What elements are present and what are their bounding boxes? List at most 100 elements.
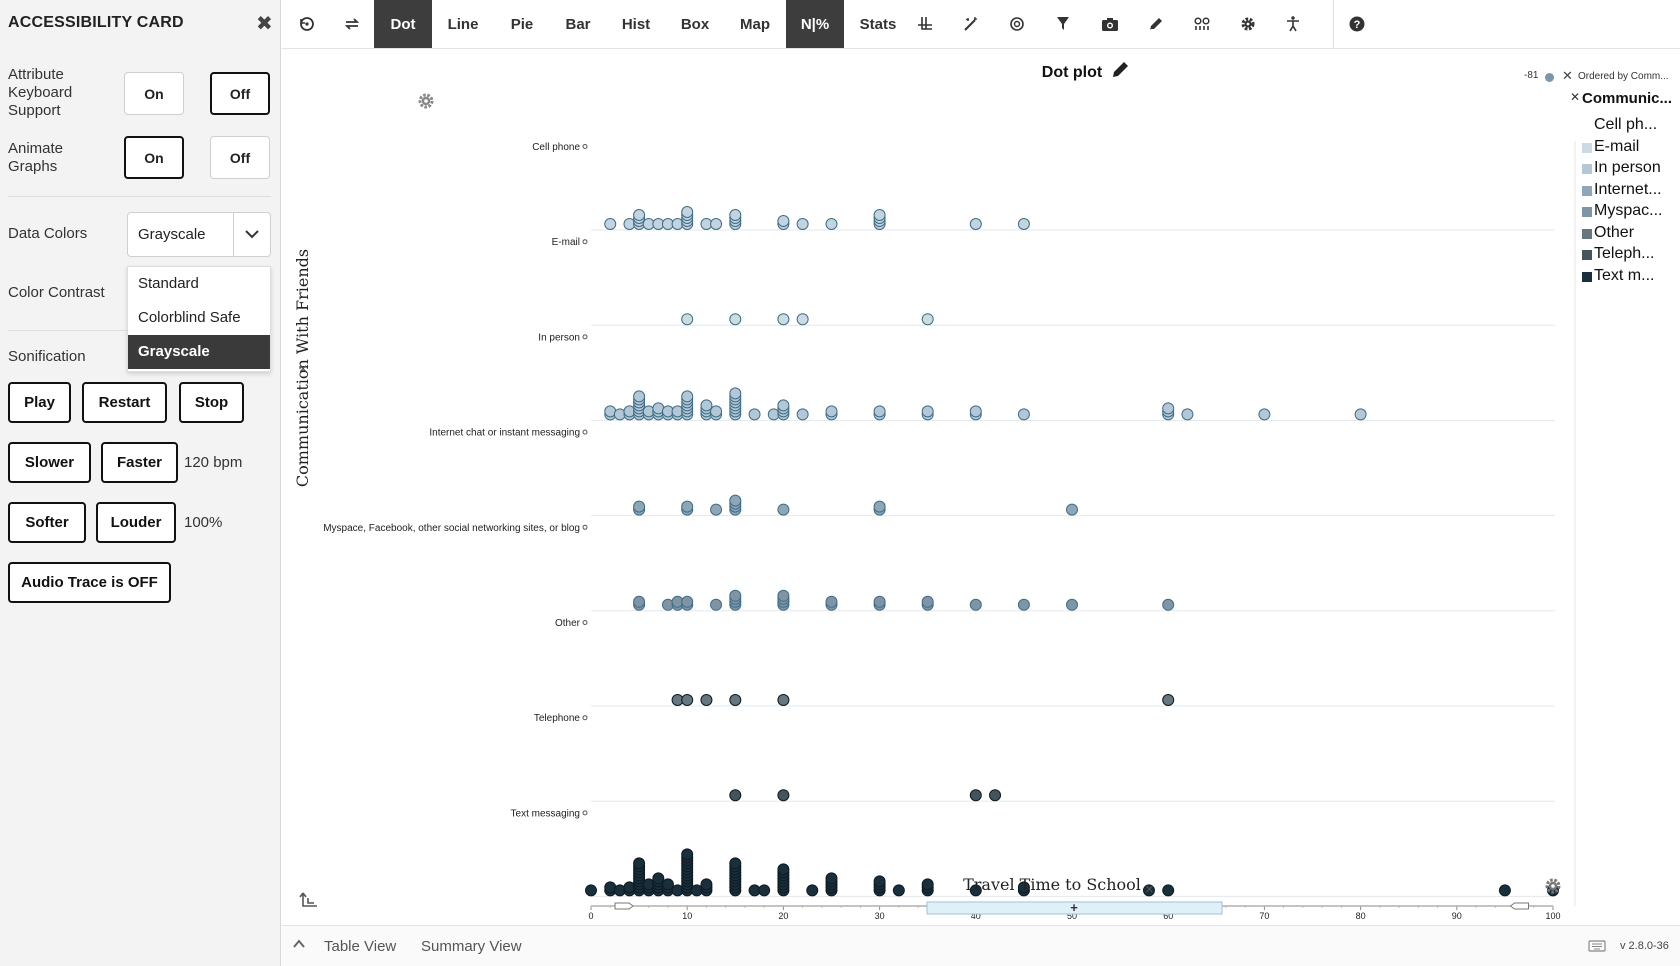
y-axis-remove-icon[interactable]: × — [295, 364, 312, 373]
data-point[interactable] — [729, 589, 742, 602]
data-point[interactable] — [633, 500, 646, 513]
data-point[interactable] — [1162, 402, 1175, 415]
axis-settings-icon[interactable] — [1545, 878, 1561, 894]
data-point[interactable] — [873, 500, 886, 513]
softer-button[interactable]: Softer — [8, 502, 86, 543]
data-point[interactable] — [873, 209, 886, 221]
undo-icon[interactable] — [292, 0, 322, 48]
data-point[interactable] — [969, 789, 982, 802]
legend-title[interactable]: Communic... — [1582, 90, 1673, 107]
data-point[interactable] — [1181, 408, 1194, 421]
legend-item[interactable]: In person — [1594, 159, 1661, 176]
add-attribute-plus[interactable]: + — [1070, 900, 1078, 915]
category-label[interactable]: Telephone — [534, 713, 581, 724]
legend-item[interactable]: E-mail — [1594, 137, 1640, 155]
data-point[interactable] — [777, 789, 790, 802]
data-point[interactable] — [700, 694, 713, 706]
data-point[interactable] — [921, 595, 934, 608]
table-view-tab[interactable]: Table View — [324, 938, 397, 955]
data-point[interactable] — [681, 848, 694, 861]
pencil-icon[interactable] — [1141, 0, 1171, 48]
legend-swatch[interactable] — [1582, 250, 1592, 260]
faster-button[interactable]: Faster — [101, 442, 178, 483]
pencil-icon[interactable] — [1113, 62, 1128, 77]
tab-line[interactable]: Line — [447, 15, 479, 33]
data-point[interactable] — [700, 878, 713, 891]
x-axis-remove-icon[interactable]: × — [1145, 881, 1154, 898]
audio-trace-button[interactable]: Audio Trace is OFF — [8, 562, 171, 603]
data-point[interactable] — [604, 218, 617, 230]
legend-swatch[interactable] — [1582, 142, 1592, 153]
data-point[interactable] — [1162, 884, 1175, 897]
data-point[interactable] — [777, 503, 790, 516]
legend-swatch[interactable] — [1582, 185, 1592, 196]
data-point[interactable] — [921, 405, 934, 418]
data-point[interactable] — [825, 872, 838, 885]
tab-bar[interactable]: Bar — [565, 15, 591, 33]
data-point[interactable] — [777, 313, 790, 326]
legend-swatch[interactable] — [1582, 228, 1592, 239]
category-label[interactable]: In person — [538, 332, 580, 343]
legend-swatch[interactable] — [1582, 271, 1592, 282]
filter-icon[interactable] — [1048, 0, 1078, 48]
x-axis-label[interactable]: Travel Time to School — [963, 875, 1141, 894]
data-point[interactable] — [873, 595, 886, 608]
add-attribute-bar[interactable] — [926, 901, 1223, 915]
data-point[interactable] — [748, 408, 761, 421]
data-point[interactable] — [825, 405, 838, 418]
plot-title[interactable]: Dot plot — [1042, 64, 1103, 81]
swap-icon[interactable] — [337, 0, 367, 48]
data-point[interactable] — [661, 878, 674, 891]
data-point[interactable] — [825, 218, 838, 230]
category-label[interactable]: Myspace, Facebook, other social networki… — [323, 523, 580, 534]
data-point[interactable] — [1162, 694, 1175, 706]
tab-stats[interactable]: Stats — [859, 15, 897, 33]
data-point[interactable] — [681, 694, 694, 706]
keyboard-icon[interactable] — [1588, 939, 1606, 957]
close-icon[interactable]: ✖ — [256, 13, 273, 35]
legend-item[interactable]: Cell ph... — [1594, 116, 1658, 133]
sonify-icon[interactable] — [1187, 0, 1217, 48]
data-point[interactable] — [681, 500, 694, 513]
category-label[interactable]: Cell phone — [532, 142, 580, 153]
data-point[interactable] — [796, 218, 809, 230]
chevron-down-icon[interactable] — [233, 213, 270, 256]
data-point[interactable] — [729, 313, 742, 326]
data-point[interactable] — [989, 789, 1002, 802]
chevron-up-icon[interactable] — [292, 937, 306, 956]
data-point[interactable] — [700, 399, 713, 412]
data-point[interactable] — [1017, 218, 1030, 230]
axis-toggle-icon[interactable] — [299, 892, 317, 907]
louder-button[interactable]: Louder — [96, 502, 176, 543]
legend-swatch[interactable] — [1582, 207, 1592, 217]
category-label[interactable]: Other — [555, 618, 581, 629]
data-point[interactable] — [1066, 598, 1078, 611]
data-point[interactable] — [710, 405, 723, 418]
data-point[interactable] — [777, 694, 790, 706]
data-point[interactable] — [777, 863, 790, 876]
data-point[interactable] — [681, 313, 694, 326]
data-point[interactable] — [633, 390, 646, 403]
axis-min-handle[interactable] — [614, 902, 634, 910]
restart-button[interactable]: Restart — [82, 382, 167, 423]
data-point[interactable] — [892, 884, 905, 897]
data-point[interactable] — [796, 408, 809, 421]
plot-settings-icon[interactable] — [418, 93, 434, 109]
stop-button[interactable]: Stop — [179, 382, 244, 423]
data-point[interactable] — [681, 595, 694, 608]
data-point[interactable] — [969, 405, 982, 418]
data-point[interactable] — [1017, 408, 1030, 421]
play-button[interactable]: Play — [8, 382, 71, 423]
keyboard-off-button[interactable]: Off — [210, 72, 270, 115]
data-point[interactable] — [1142, 884, 1155, 897]
camera-icon[interactable] — [1095, 0, 1125, 48]
legend-item[interactable]: Teleph... — [1594, 245, 1655, 262]
data-point[interactable] — [633, 209, 646, 221]
keyboard-on-button[interactable]: On — [124, 72, 184, 115]
legend-swatch[interactable] — [1582, 121, 1592, 131]
data-point[interactable] — [758, 884, 771, 897]
tab-map[interactable]: Map — [740, 15, 770, 33]
data-point[interactable] — [873, 405, 886, 418]
option-standard[interactable]: Standard — [138, 275, 199, 292]
data-point[interactable] — [633, 857, 646, 870]
